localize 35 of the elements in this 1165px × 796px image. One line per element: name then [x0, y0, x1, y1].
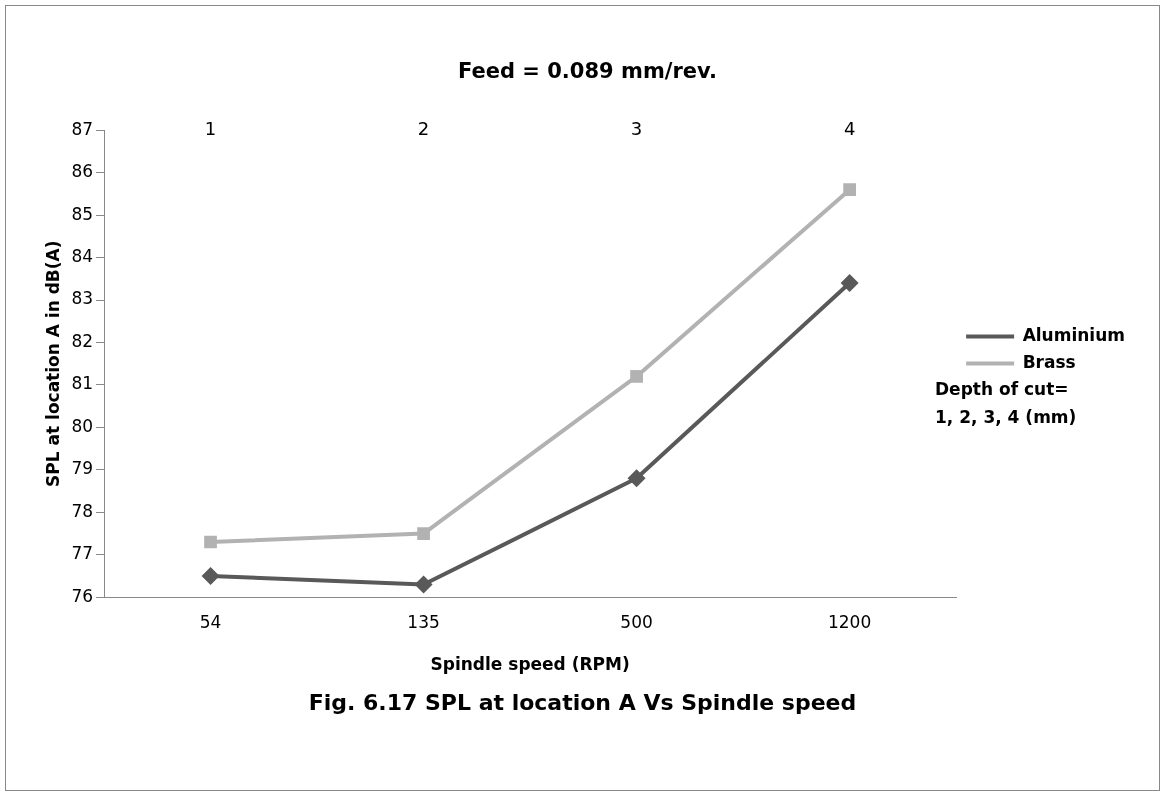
annotation: 3: [629, 118, 644, 140]
point: [627, 469, 646, 488]
annotation: 2: [416, 118, 431, 140]
x-tick-label: 1200: [827, 611, 872, 632]
x-tick-label: 135: [407, 611, 440, 632]
annotation: 4: [842, 118, 857, 140]
legend-label: Brass: [1022, 351, 1076, 372]
point: [417, 527, 430, 540]
y-tick-label: 82: [71, 330, 94, 351]
y-tick-label: 81: [71, 373, 94, 394]
y-tick-label: 86: [71, 161, 94, 182]
x-tick-label: 54: [199, 611, 222, 632]
y-tick-label: 85: [71, 203, 94, 224]
y-tick-label: 80: [71, 415, 94, 436]
point: [843, 183, 856, 196]
chart-title: Feed = 0.089 mm/rev.: [458, 59, 717, 84]
y-tick-label: 84: [71, 245, 94, 266]
caption: Fig. 6.17 SPL at location A Vs Spindle speed: [307, 690, 858, 715]
y-tick-label: 83: [71, 288, 94, 309]
point: [201, 566, 220, 585]
point: [204, 535, 217, 549]
x-axis-title: Spindle speed (RPM): [430, 654, 630, 675]
annotation: 1: [203, 118, 218, 140]
point: [414, 575, 433, 594]
y-tick-label: 77: [71, 543, 94, 564]
annotation: Depth of cut= 1, 2, 3, 4 (mm): [935, 378, 1077, 429]
legend-label: Aluminium: [1022, 324, 1125, 345]
y-tick-label: 87: [71, 118, 94, 139]
x-tick-label: 500: [620, 611, 653, 632]
y-axis-title: SPL at location A in dB(A): [42, 240, 63, 487]
y-tick-label: 78: [71, 500, 94, 521]
y-tick-label: 76: [71, 585, 94, 606]
point: [840, 274, 859, 293]
y-tick-label: 79: [71, 458, 94, 479]
point: [630, 370, 643, 383]
